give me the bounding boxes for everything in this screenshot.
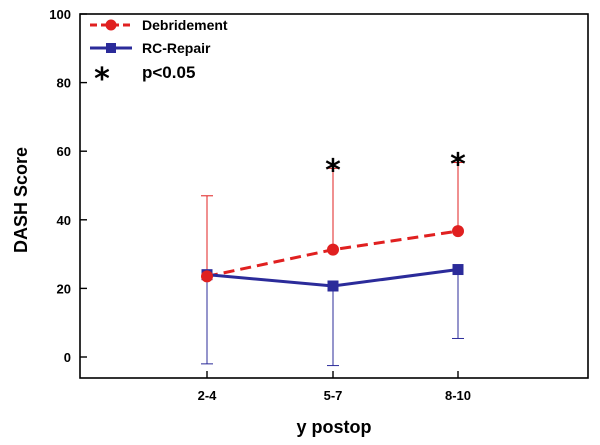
data-point-debridement bbox=[452, 225, 464, 238]
x-tick-label: 5-7 bbox=[324, 388, 343, 403]
y-axis-title: DASH Score bbox=[11, 147, 31, 253]
legend-label-rc-repair: RC-Repair bbox=[142, 40, 211, 56]
y-tick-label: 40 bbox=[57, 213, 71, 228]
y-tick-label: 0 bbox=[64, 350, 71, 365]
y-tick-label: 60 bbox=[57, 144, 71, 159]
series-markers bbox=[201, 225, 464, 292]
legend-marker-rc-repair bbox=[106, 43, 116, 53]
error-bars bbox=[201, 162, 464, 367]
significance-star: * bbox=[450, 148, 466, 183]
legend: Debridement RC-Repair * p<0.05 bbox=[90, 17, 228, 97]
legend-item-significance: * p<0.05 bbox=[94, 62, 195, 97]
y-tick-label: 20 bbox=[57, 281, 71, 296]
data-point-debridement bbox=[327, 243, 339, 256]
data-point-rc-repair bbox=[327, 280, 339, 292]
data-point-debridement bbox=[201, 270, 213, 283]
y-tick-label: 100 bbox=[49, 7, 71, 22]
data-point-rc-repair bbox=[452, 264, 464, 276]
legend-marker-debridement bbox=[105, 19, 117, 31]
legend-significance-symbol: * bbox=[94, 62, 110, 97]
legend-label-debridement: Debridement bbox=[142, 17, 228, 33]
legend-significance-label: p<0.05 bbox=[142, 63, 195, 82]
plot-frame bbox=[79, 13, 589, 379]
x-axis-title: y postop bbox=[297, 417, 372, 437]
legend-item-rc-repair: RC-Repair bbox=[90, 40, 211, 56]
significance-markers: * * bbox=[325, 148, 466, 189]
significance-star: * bbox=[325, 153, 341, 188]
x-tick-label: 8-10 bbox=[445, 388, 471, 403]
ticks-layer: 0 20 40 60 80 100 2-4 5-7 8-10 bbox=[49, 7, 471, 403]
y-tick-label: 80 bbox=[57, 76, 71, 91]
x-tick-label: 2-4 bbox=[198, 388, 218, 403]
axes-layer bbox=[79, 13, 589, 379]
legend-item-debridement: Debridement bbox=[90, 17, 228, 33]
